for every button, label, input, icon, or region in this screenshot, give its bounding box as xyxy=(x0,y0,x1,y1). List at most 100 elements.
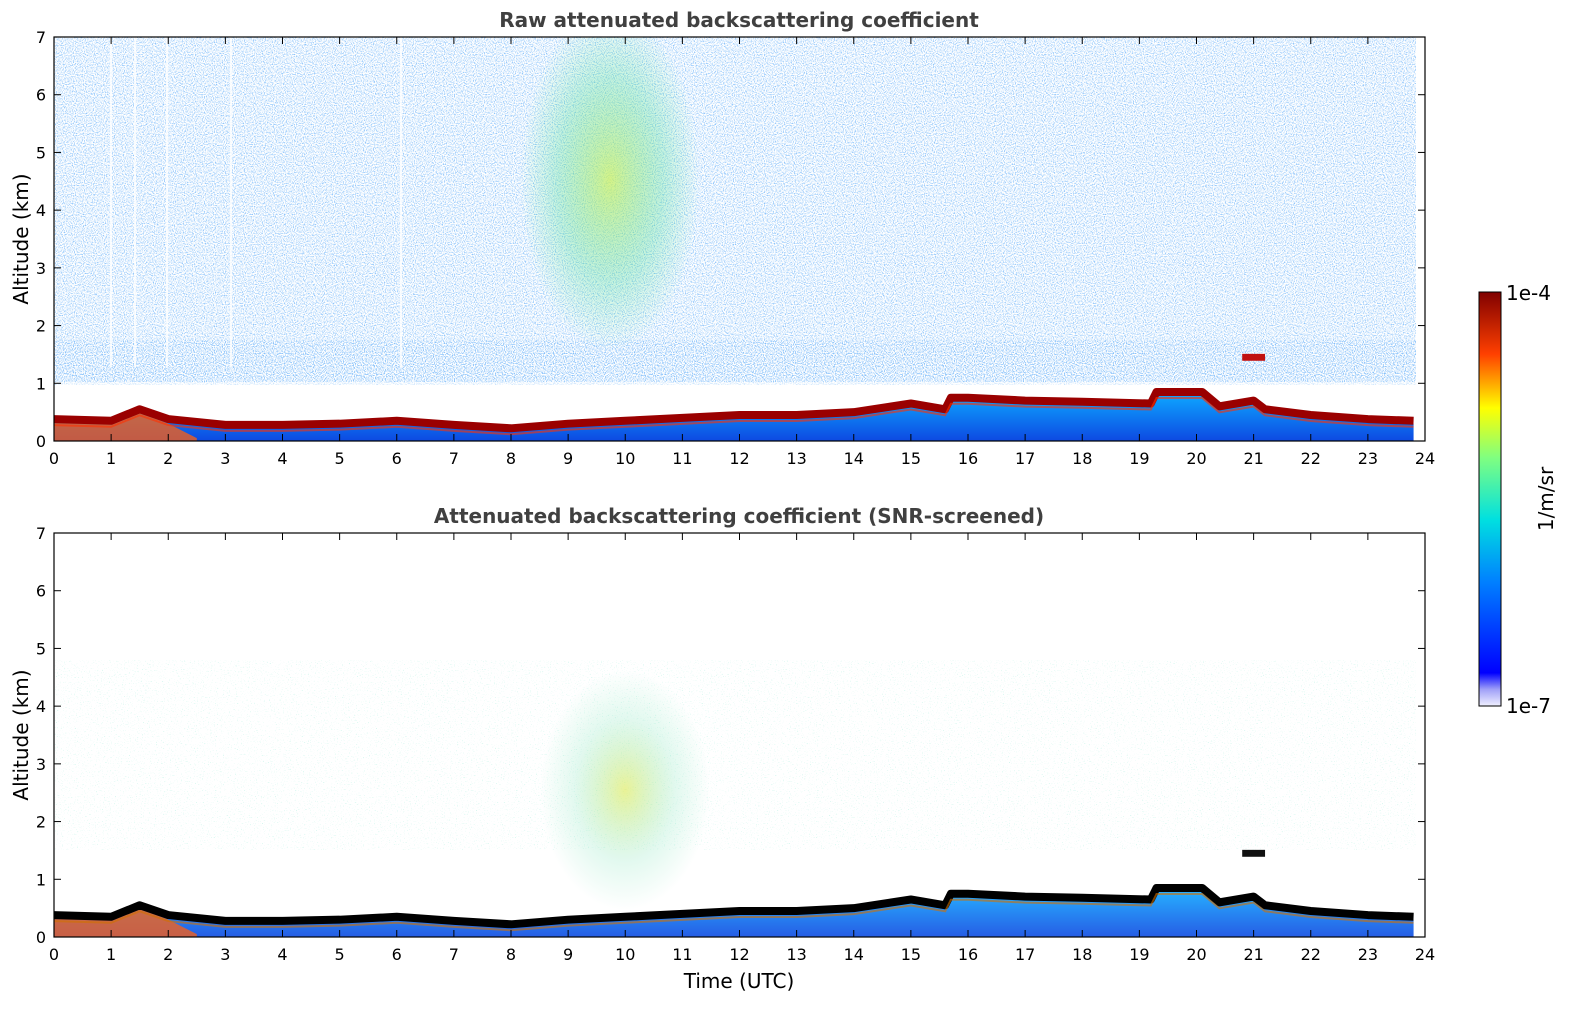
x-tick-label: 19 xyxy=(1129,449,1149,468)
panel2-boundary-layer xyxy=(54,849,1414,937)
panel1-ylabel: Altitude (km) xyxy=(9,173,33,304)
y-tick-label: 4 xyxy=(36,697,46,716)
y-tick-label: 3 xyxy=(36,259,46,278)
x-tick-label: 21 xyxy=(1243,449,1263,468)
x-tick-label: 22 xyxy=(1301,945,1321,964)
x-tick-label: 7 xyxy=(449,945,459,964)
panel2-image xyxy=(54,533,1425,937)
x-tick-label: 5 xyxy=(335,449,345,468)
x-tick-label: 0 xyxy=(49,945,59,964)
x-tick-label: 10 xyxy=(615,945,635,964)
x-tick-label: 24 xyxy=(1415,945,1435,964)
x-tick-label: 9 xyxy=(563,945,573,964)
panel2-ylabel: Altitude (km) xyxy=(9,669,33,800)
x-tick-label: 1 xyxy=(106,449,116,468)
panel1-aerosol-plume xyxy=(520,37,700,350)
colorbar-min-label: 1e-7 xyxy=(1506,694,1551,718)
x-tick-label: 12 xyxy=(729,945,749,964)
y-tick-label: 5 xyxy=(36,143,46,162)
x-tick-label: 13 xyxy=(786,945,806,964)
y-tick-label: 1 xyxy=(36,374,46,393)
x-tick-label: 20 xyxy=(1186,449,1206,468)
x-tick-label: 3 xyxy=(220,449,230,468)
elevated-layer xyxy=(1242,849,1266,857)
x-tick-label: 11 xyxy=(672,945,692,964)
x-tick-label: 23 xyxy=(1358,449,1378,468)
x-tick-label: 17 xyxy=(1015,945,1035,964)
boundary-layer-top-line xyxy=(54,387,1414,433)
x-tick-label: 17 xyxy=(1015,449,1035,468)
colorbar-max-label: 1e-4 xyxy=(1506,281,1551,305)
x-tick-label: 15 xyxy=(901,945,921,964)
x-tick-label: 15 xyxy=(901,449,921,468)
colorbar-unit-label: 1/m/sr xyxy=(1534,466,1558,531)
x-tick-label: 16 xyxy=(958,945,978,964)
panel2-y-axis: 0 1 2 3 4 5 6 7 xyxy=(36,524,1425,947)
panel2-x-axis: 0 1 2 3 4 5 6 7 8 9 10 11 12 13 14 15 16 17 18 19 20 21 22 23 24 xyxy=(49,533,1435,964)
x-tick-label: 2 xyxy=(163,449,173,468)
x-tick-label: 8 xyxy=(506,449,516,468)
y-tick-label: 7 xyxy=(36,28,46,47)
x-tick-label: 10 xyxy=(615,449,635,468)
y-tick-label: 0 xyxy=(36,928,46,947)
y-tick-label: 6 xyxy=(36,582,46,601)
y-tick-label: 3 xyxy=(36,755,46,774)
boundary-layer-edge xyxy=(54,892,1414,932)
y-tick-label: 2 xyxy=(36,813,46,832)
x-tick-label: 14 xyxy=(844,945,864,964)
panel-screened: Attenuated backscattering coefficient (S… xyxy=(9,504,1435,993)
panel2-aerosol-plume xyxy=(540,670,710,910)
y-tick-label: 4 xyxy=(36,201,46,220)
near-surface-warm-layer xyxy=(54,908,197,937)
x-tick-label: 12 xyxy=(729,449,749,468)
panel2-xlabel: Time (UTC) xyxy=(683,969,795,993)
panel1-image xyxy=(54,37,1425,441)
x-tick-label: 11 xyxy=(672,449,692,468)
boundary-layer-fill xyxy=(54,394,1414,441)
x-tick-label: 24 xyxy=(1415,449,1435,468)
x-tick-label: 16 xyxy=(958,449,978,468)
x-tick-label: 23 xyxy=(1358,945,1378,964)
colorbar: 1e-4 1e-7 1/m/sr xyxy=(1478,281,1558,718)
x-tick-label: 18 xyxy=(1072,449,1092,468)
panel1-boundary-layer xyxy=(54,353,1414,441)
x-tick-label: 19 xyxy=(1129,945,1149,964)
x-tick-label: 0 xyxy=(49,449,59,468)
y-tick-label: 0 xyxy=(36,432,46,451)
colorbar-gradient xyxy=(1478,291,1502,707)
panel1-x-axis: 0 1 2 3 4 5 6 7 8 9 10 11 12 13 14 15 16 17 18 19 20 21 22 23 24 xyxy=(49,37,1435,468)
panel2-title: Attenuated backscattering coefficient (S… xyxy=(434,504,1044,528)
y-tick-label: 6 xyxy=(36,86,46,105)
x-tick-label: 13 xyxy=(786,449,806,468)
x-tick-label: 22 xyxy=(1301,449,1321,468)
y-tick-label: 5 xyxy=(36,639,46,658)
y-tick-label: 1 xyxy=(36,870,46,889)
x-tick-label: 9 xyxy=(563,449,573,468)
x-tick-label: 4 xyxy=(277,449,287,468)
x-tick-label: 6 xyxy=(392,449,402,468)
x-tick-label: 5 xyxy=(335,945,345,964)
x-tick-label: 1 xyxy=(106,945,116,964)
panel2-noise-field xyxy=(54,660,1416,850)
x-tick-label: 21 xyxy=(1243,945,1263,964)
x-tick-label: 7 xyxy=(449,449,459,468)
panel1-noise-field xyxy=(54,37,1416,382)
x-tick-label: 3 xyxy=(220,945,230,964)
near-surface-warm-layer xyxy=(54,412,197,441)
x-tick-label: 20 xyxy=(1186,945,1206,964)
boundary-layer-fill xyxy=(54,890,1414,937)
elevated-layer xyxy=(1242,353,1266,361)
y-tick-label: 2 xyxy=(36,317,46,336)
boundary-layer-top-line xyxy=(54,883,1414,929)
boundary-layer-edge xyxy=(54,396,1414,436)
panel1-y-axis: 0 1 2 3 4 5 6 7 xyxy=(36,28,1425,451)
x-tick-label: 6 xyxy=(392,945,402,964)
x-tick-label: 8 xyxy=(506,945,516,964)
panel-raw: Raw attenuated backscattering coefficien… xyxy=(9,8,1435,468)
x-tick-label: 14 xyxy=(844,449,864,468)
y-tick-label: 7 xyxy=(36,524,46,543)
x-tick-label: 18 xyxy=(1072,945,1092,964)
x-tick-label: 2 xyxy=(163,945,173,964)
x-tick-label: 4 xyxy=(277,945,287,964)
